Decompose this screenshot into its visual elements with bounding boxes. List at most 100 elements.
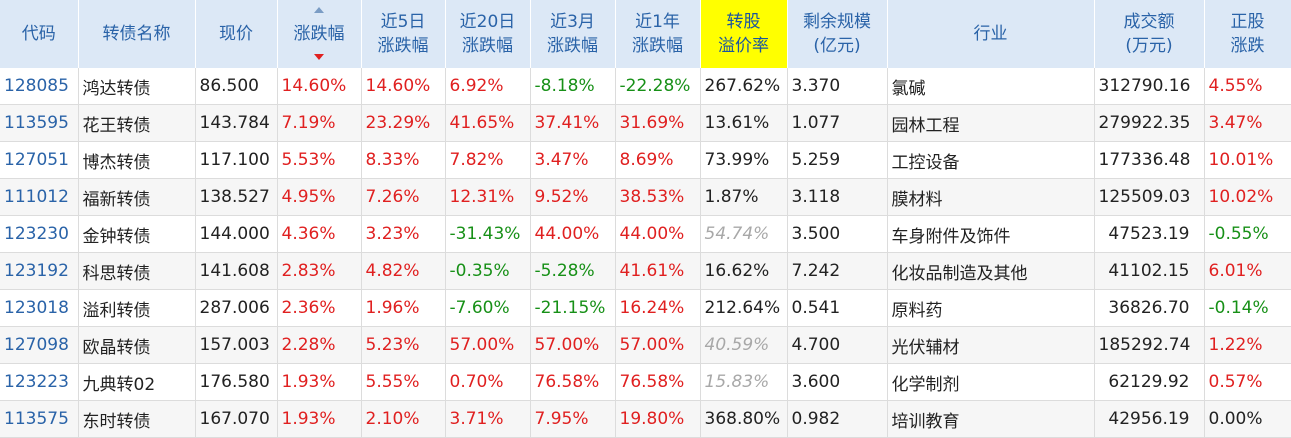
cell-conversion-premium: 40.59%: [700, 326, 788, 364]
cell-code[interactable]: 111012: [0, 178, 79, 216]
cell-change: 4.95%: [277, 178, 362, 216]
cell-conversion-premium: 54.74%: [700, 215, 788, 253]
cell-stock-change: -0.55%: [1204, 215, 1291, 253]
cell-stock-change: -0.14%: [1204, 289, 1291, 327]
header-industry[interactable]: 行业: [887, 0, 1095, 68]
cell-5d-change: 14.60%: [361, 68, 446, 105]
cell-stock-change: 1.22%: [1204, 326, 1291, 364]
cell-remaining-scale: 1.077: [787, 104, 888, 142]
cell-5d-change: 5.55%: [361, 363, 446, 401]
header-5d-change[interactable]: 近5日 涨跌幅: [361, 0, 446, 68]
header-conversion-premium[interactable]: 转股 溢价率: [700, 0, 788, 68]
table-row[interactable]: 113595 花王转债 143.784 7.19% 23.29% 41.65% 37.41%…: [0, 104, 1291, 142]
table-row[interactable]: 113575 东时转债 167.070 1.93% 2.10% 3.71% 7.95% 19.…: [0, 400, 1291, 438]
cell-stock-change: 10.01%: [1204, 141, 1291, 179]
cell-volume: 125509.03: [1094, 178, 1205, 216]
cell-stock-change: 3.47%: [1204, 104, 1291, 142]
cell-3m-change: 9.52%: [530, 178, 616, 216]
cell-industry: 氯碱: [887, 68, 1095, 105]
cell-1y-change: 57.00%: [615, 326, 701, 364]
cell-change: 1.93%: [277, 363, 362, 401]
cell-20d-change: -0.35%: [445, 252, 531, 290]
cell-code[interactable]: 123018: [0, 289, 79, 327]
cell-stock-change: 4.55%: [1204, 68, 1291, 105]
cell-code[interactable]: 123192: [0, 252, 79, 290]
cell-remaining-scale: 0.541: [787, 289, 888, 327]
cell-price: 167.070: [195, 400, 278, 438]
cell-code[interactable]: 127098: [0, 326, 79, 364]
header-remaining-scale[interactable]: 剩余规模 (亿元): [787, 0, 888, 68]
header-1y-change[interactable]: 近1年 涨跌幅: [615, 0, 701, 68]
table-row[interactable]: 111012 福新转债 138.527 4.95% 7.26% 12.31% 9.52% 38…: [0, 178, 1291, 216]
cell-bond-name[interactable]: 花王转债: [78, 104, 196, 142]
cell-bond-name[interactable]: 溢利转债: [78, 289, 196, 327]
table-row[interactable]: 128085 鸿达转债 86.500 14.60% 14.60% 6.92% -8.18% -…: [0, 68, 1291, 105]
cell-bond-name[interactable]: 科思转债: [78, 252, 196, 290]
cell-price: 138.527: [195, 178, 278, 216]
cell-industry: 工控设备: [887, 141, 1095, 179]
cell-code[interactable]: 113575: [0, 400, 79, 438]
cell-bond-name[interactable]: 博杰转债: [78, 141, 196, 179]
cell-bond-name[interactable]: 东时转债: [78, 400, 196, 438]
table-row[interactable]: 123223 九典转02 176.580 1.93% 5.55% 0.70% 76.58% 7…: [0, 363, 1291, 401]
cell-stock-change: 0.00%: [1204, 400, 1291, 438]
cell-price: 143.784: [195, 104, 278, 142]
cell-3m-change: 7.95%: [530, 400, 616, 438]
cell-20d-change: -7.60%: [445, 289, 531, 327]
cell-change: 2.83%: [277, 252, 362, 290]
header-name[interactable]: 转债名称: [78, 0, 196, 68]
cell-volume: 41102.15: [1094, 252, 1205, 290]
header-change[interactable]: 涨跌幅: [277, 0, 362, 68]
cell-code[interactable]: 128085: [0, 68, 79, 105]
header-volume[interactable]: 成交额 (万元): [1094, 0, 1205, 68]
cell-3m-change: -8.18%: [530, 68, 616, 105]
cell-change: 4.36%: [277, 215, 362, 253]
cell-code[interactable]: 123230: [0, 215, 79, 253]
cell-20d-change: 41.65%: [445, 104, 531, 142]
cell-remaining-scale: 3.600: [787, 363, 888, 401]
table-row[interactable]: 123018 溢利转债 287.006 2.36% 1.96% -7.60% -21.15%…: [0, 289, 1291, 327]
cell-change: 1.93%: [277, 400, 362, 438]
header-20d-change[interactable]: 近20日 涨跌幅: [445, 0, 531, 68]
sort-down-icon: [314, 54, 324, 60]
cell-remaining-scale: 0.982: [787, 400, 888, 438]
cell-3m-change: -21.15%: [530, 289, 616, 327]
cell-code[interactable]: 123223: [0, 363, 79, 401]
cell-stock-change: 0.57%: [1204, 363, 1291, 401]
table-row[interactable]: 123230 金钟转债 144.000 4.36% 3.23% -31.43% 44.00%…: [0, 215, 1291, 253]
cell-remaining-scale: 7.242: [787, 252, 888, 290]
cell-1y-change: 8.69%: [615, 141, 701, 179]
cell-bond-name[interactable]: 鸿达转债: [78, 68, 196, 105]
cell-code[interactable]: 113595: [0, 104, 79, 142]
cell-industry: 培训教育: [887, 400, 1095, 438]
table-row[interactable]: 127051 博杰转债 117.100 5.53% 8.33% 7.82% 3.47% 8.6…: [0, 141, 1291, 179]
header-3m-change[interactable]: 近3月 涨跌幅: [530, 0, 616, 68]
cell-change: 2.28%: [277, 326, 362, 364]
cell-conversion-premium: 73.99%: [700, 141, 788, 179]
header-code[interactable]: 代码: [0, 0, 79, 68]
cell-volume: 42956.19: [1094, 400, 1205, 438]
cell-5d-change: 5.23%: [361, 326, 446, 364]
cell-3m-change: 76.58%: [530, 363, 616, 401]
table-row[interactable]: 127098 欧晶转债 157.003 2.28% 5.23% 57.00% 57.00% 5…: [0, 326, 1291, 364]
cell-bond-name[interactable]: 欧晶转债: [78, 326, 196, 364]
cell-5d-change: 1.96%: [361, 289, 446, 327]
cell-volume: 312790.16: [1094, 68, 1205, 105]
cell-5d-change: 8.33%: [361, 141, 446, 179]
cell-bond-name[interactable]: 九典转02: [78, 363, 196, 401]
cell-20d-change: 3.71%: [445, 400, 531, 438]
cell-conversion-premium: 267.62%: [700, 68, 788, 105]
cell-code[interactable]: 127051: [0, 141, 79, 179]
cell-industry: 原料药: [887, 289, 1095, 327]
cell-price: 176.580: [195, 363, 278, 401]
cell-bond-name[interactable]: 金钟转债: [78, 215, 196, 253]
cell-1y-change: 41.61%: [615, 252, 701, 290]
cell-5d-change: 4.82%: [361, 252, 446, 290]
table-row[interactable]: 123192 科思转债 141.608 2.83% 4.82% -0.35% -5.28% 4…: [0, 252, 1291, 290]
cell-bond-name[interactable]: 福新转债: [78, 178, 196, 216]
header-price[interactable]: 现价: [195, 0, 278, 68]
cell-3m-change: 57.00%: [530, 326, 616, 364]
header-stock-change[interactable]: 正股 涨跌: [1204, 0, 1291, 68]
cell-20d-change: 12.31%: [445, 178, 531, 216]
